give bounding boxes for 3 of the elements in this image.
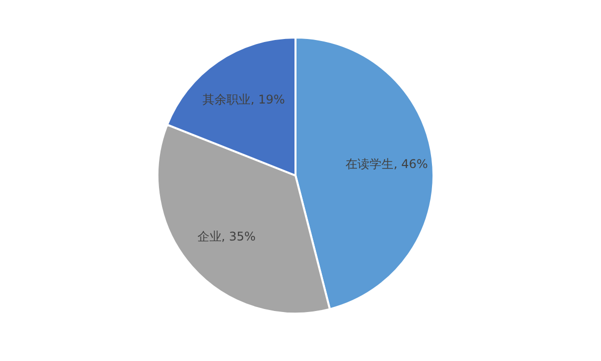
- slice-label: 企业, 35%: [197, 229, 256, 244]
- slice-label: 其余职业, 19%: [202, 92, 285, 106]
- slice-label: 在读学生, 46%: [346, 156, 428, 171]
